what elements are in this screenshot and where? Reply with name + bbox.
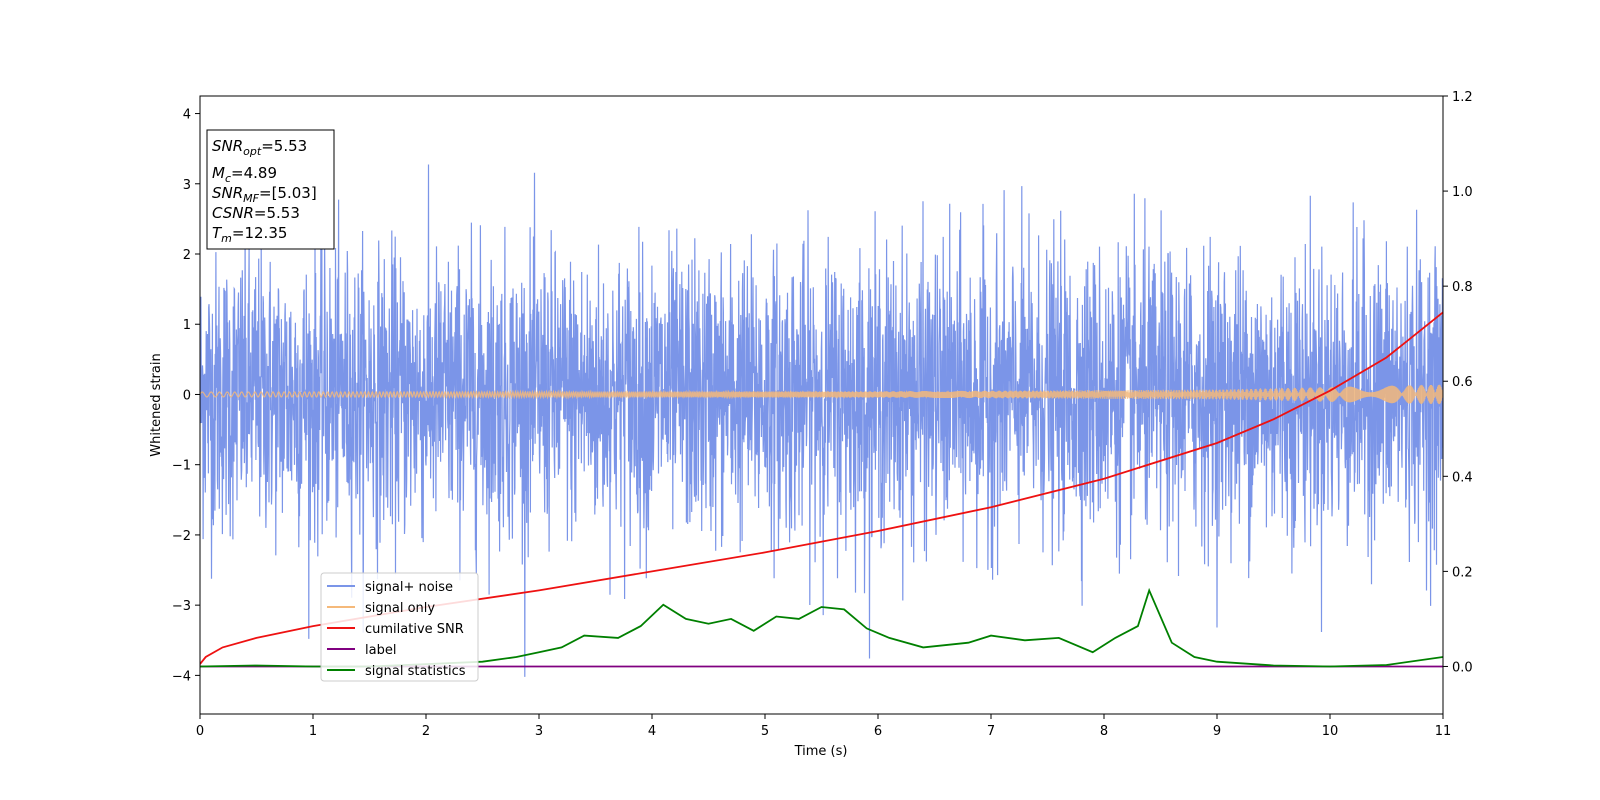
series-cumulative-snr — [200, 311, 1443, 665]
y2-tick-label: 0.0 — [1452, 660, 1473, 675]
annotation-mc: Mc=4.89 — [212, 164, 277, 185]
ticks-layer: 0 1 2 3 4 5 6 7 8 9 10 1143210−1−2−3−41.21.00.80.60… — [172, 90, 1473, 739]
legend-label-cumulative-snr: cumilative SNR — [365, 622, 464, 637]
y-axis-title: Whitened strain — [149, 353, 164, 456]
y2-tick-label: 0.4 — [1452, 470, 1473, 485]
y2-tick-label: 1.2 — [1452, 90, 1473, 105]
y2-tick-label: 1.0 — [1452, 185, 1473, 200]
legend: signal+ noise signal only cumilative SNR… — [320, 572, 479, 682]
y2-tick-label: 0.2 — [1452, 565, 1473, 580]
x-tick-label: 8 — [1100, 724, 1108, 739]
series-signal-statistics — [200, 587, 1443, 668]
legend-label-signal-statistics: signal statistics — [365, 664, 466, 679]
x-tick-label: 6 — [874, 724, 882, 739]
series-signal-noise — [200, 164, 1443, 677]
x-tick-label: 5 — [761, 724, 769, 739]
x-tick-label: 2 — [422, 724, 430, 739]
x-tick-label: 9 — [1213, 724, 1221, 739]
plot-frame — [199, 95, 1444, 715]
x-tick-label: 7 — [987, 724, 995, 739]
y-tick-label: 1 — [183, 318, 191, 333]
legend-label-signal-noise: signal+ noise — [365, 580, 453, 595]
x-tick-label: 11 — [1435, 724, 1452, 739]
y-tick-label: −3 — [172, 599, 191, 614]
y-tick-label: −1 — [172, 459, 191, 474]
annotation-tm: Tm=12.35 — [212, 224, 287, 245]
y2-tick-label: 0.8 — [1452, 280, 1473, 295]
y2-tick-label: 0.6 — [1452, 375, 1473, 390]
x-tick-label: 1 — [309, 724, 317, 739]
annotation-csnr: CSNR=5.53 — [212, 204, 300, 222]
x-tick-label: 4 — [648, 724, 656, 739]
x-tick-label: 10 — [1322, 724, 1339, 739]
legend-label-label: label — [365, 643, 396, 658]
x-tick-label: 3 — [535, 724, 543, 739]
annotation-box: SNRopt=5.53 Mc=4.89 SNRMF=[5.03] CSNR=5.… — [206, 129, 335, 250]
legend-label-signal-only: signal only — [365, 601, 435, 616]
x-axis-title: Time (s) — [794, 744, 848, 759]
series-signal-only — [200, 384, 1443, 405]
annotation-snr-opt: SNRopt=5.53 — [212, 137, 307, 158]
y-tick-label: −4 — [172, 669, 191, 684]
y-tick-label: 0 — [183, 388, 191, 403]
x-tick-label: 0 — [196, 724, 204, 739]
y-tick-label: 2 — [183, 248, 191, 263]
y-tick-label: −2 — [172, 529, 191, 544]
annotation-snr-mf: SNRMF=[5.03] — [212, 184, 317, 205]
y-tick-label: 4 — [183, 108, 191, 123]
y-tick-label: 3 — [183, 178, 191, 193]
